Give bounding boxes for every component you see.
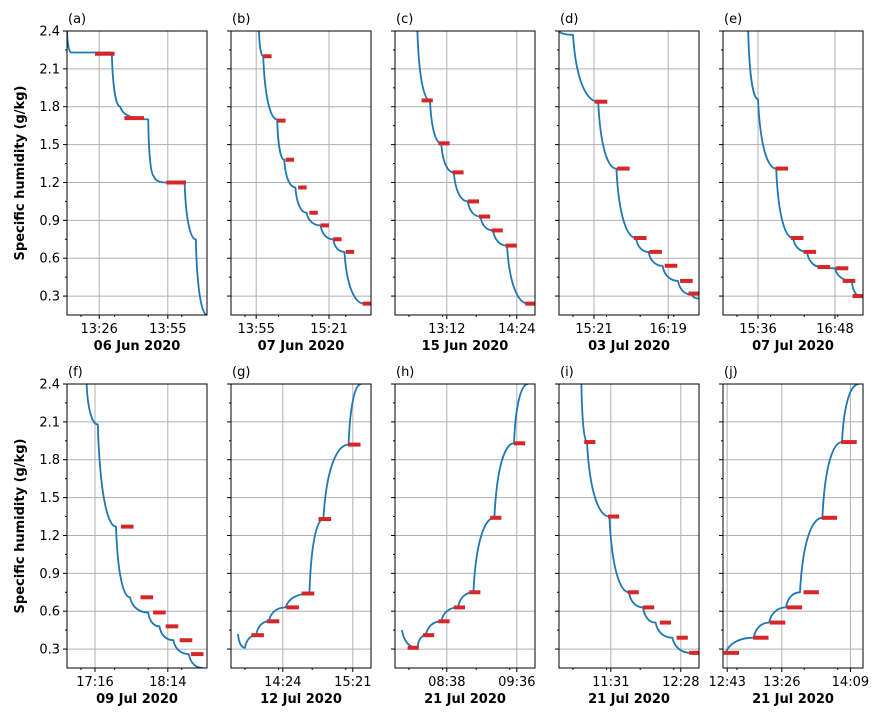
date-label: 09 Jul 2020 <box>96 692 178 707</box>
x-tick-label: 14:24 <box>498 322 535 337</box>
x-tick-label: 16:48 <box>816 322 853 337</box>
y-tick-label: 1.8 <box>39 453 60 468</box>
x-tick-label: 15:21 <box>334 675 371 690</box>
x-tick-label: 13:12 <box>428 322 465 337</box>
axes-frame <box>394 383 536 669</box>
panel-label: (a) <box>68 12 86 27</box>
x-tick-label: 15:21 <box>575 322 612 337</box>
y-tick-label: 0.3 <box>39 643 60 658</box>
x-tick-label: 15:21 <box>310 322 347 337</box>
date-label: 12 Jul 2020 <box>260 692 342 707</box>
date-label: 07 Jul 2020 <box>752 339 834 354</box>
date-label: 21 Jul 2020 <box>588 692 670 707</box>
y-tick-label: 1.2 <box>39 176 60 191</box>
x-tick-label: 11:31 <box>592 675 629 690</box>
panel-label: (i) <box>560 365 574 380</box>
y-tick-label: 1.5 <box>39 138 60 153</box>
panel-label: (g) <box>232 365 250 380</box>
data-line <box>416 31 529 305</box>
axes-frame <box>558 30 700 316</box>
axes-frame <box>230 30 372 316</box>
y-axis-label: Specific humidity (g/kg) <box>13 86 28 261</box>
y-tick-label: 1.8 <box>39 100 60 115</box>
axes-frame <box>66 30 208 316</box>
y-tick-label: 0.3 <box>39 290 60 305</box>
x-tick-label: 17:16 <box>76 675 113 690</box>
panel-label: (d) <box>560 12 578 27</box>
panel-label: (c) <box>396 12 413 27</box>
axes-frame <box>230 383 372 669</box>
y-tick-label: 0.6 <box>39 605 60 620</box>
x-tick-label: 14:09 <box>832 675 869 690</box>
date-label: 06 Jun 2020 <box>94 339 181 354</box>
panel-label: (j) <box>724 365 738 380</box>
panel-label: (b) <box>232 12 250 27</box>
date-label: 21 Jul 2020 <box>424 692 506 707</box>
x-tick-label: 12:43 <box>708 675 745 690</box>
y-tick-label: 0.6 <box>39 252 60 267</box>
y-tick-label: 2.1 <box>39 62 60 77</box>
y-tick-label: 2.4 <box>39 25 60 40</box>
axes-frame <box>722 383 864 669</box>
x-tick-label: 13:55 <box>149 322 186 337</box>
x-tick-label: 13:55 <box>237 322 274 337</box>
x-tick-label: 12:28 <box>662 675 699 690</box>
x-tick-label: 08:38 <box>428 675 465 690</box>
x-tick-label: 09:36 <box>498 675 535 690</box>
x-tick-label: 13:26 <box>763 675 800 690</box>
data-line <box>401 384 529 649</box>
y-tick-label: 1.5 <box>39 491 60 506</box>
x-tick-label: 14:24 <box>264 675 301 690</box>
x-tick-label: 15:36 <box>739 322 776 337</box>
x-tick-label: 13:26 <box>80 322 117 337</box>
y-tick-label: 1.2 <box>39 529 60 544</box>
panel-label: (e) <box>724 12 742 27</box>
date-label: 03 Jul 2020 <box>588 339 670 354</box>
panel-label: (h) <box>396 365 414 380</box>
data-line <box>747 31 861 297</box>
data-line <box>258 31 365 305</box>
data-line <box>85 384 203 668</box>
data-line <box>559 31 699 300</box>
axes-frame <box>558 383 700 669</box>
y-tick-label: 2.4 <box>39 378 60 393</box>
data-line <box>724 384 860 654</box>
y-tick-label: 0.9 <box>39 567 60 582</box>
y-tick-label: 0.9 <box>39 214 60 229</box>
axes-frame <box>394 30 536 316</box>
data-line <box>237 384 362 649</box>
x-tick-label: 18:14 <box>149 675 186 690</box>
x-tick-label: 16:19 <box>649 322 686 337</box>
axes-frame <box>722 30 864 316</box>
panel-label: (f) <box>68 365 83 380</box>
date-label: 15 Jun 2020 <box>422 339 509 354</box>
y-axis-label: Specific humidity (g/kg) <box>13 439 28 614</box>
data-line <box>580 384 691 654</box>
y-tick-label: 2.1 <box>39 415 60 430</box>
axes-frame <box>66 383 208 669</box>
date-label: 07 Jun 2020 <box>258 339 345 354</box>
data-line <box>67 31 207 315</box>
date-label: 21 Jul 2020 <box>752 692 834 707</box>
